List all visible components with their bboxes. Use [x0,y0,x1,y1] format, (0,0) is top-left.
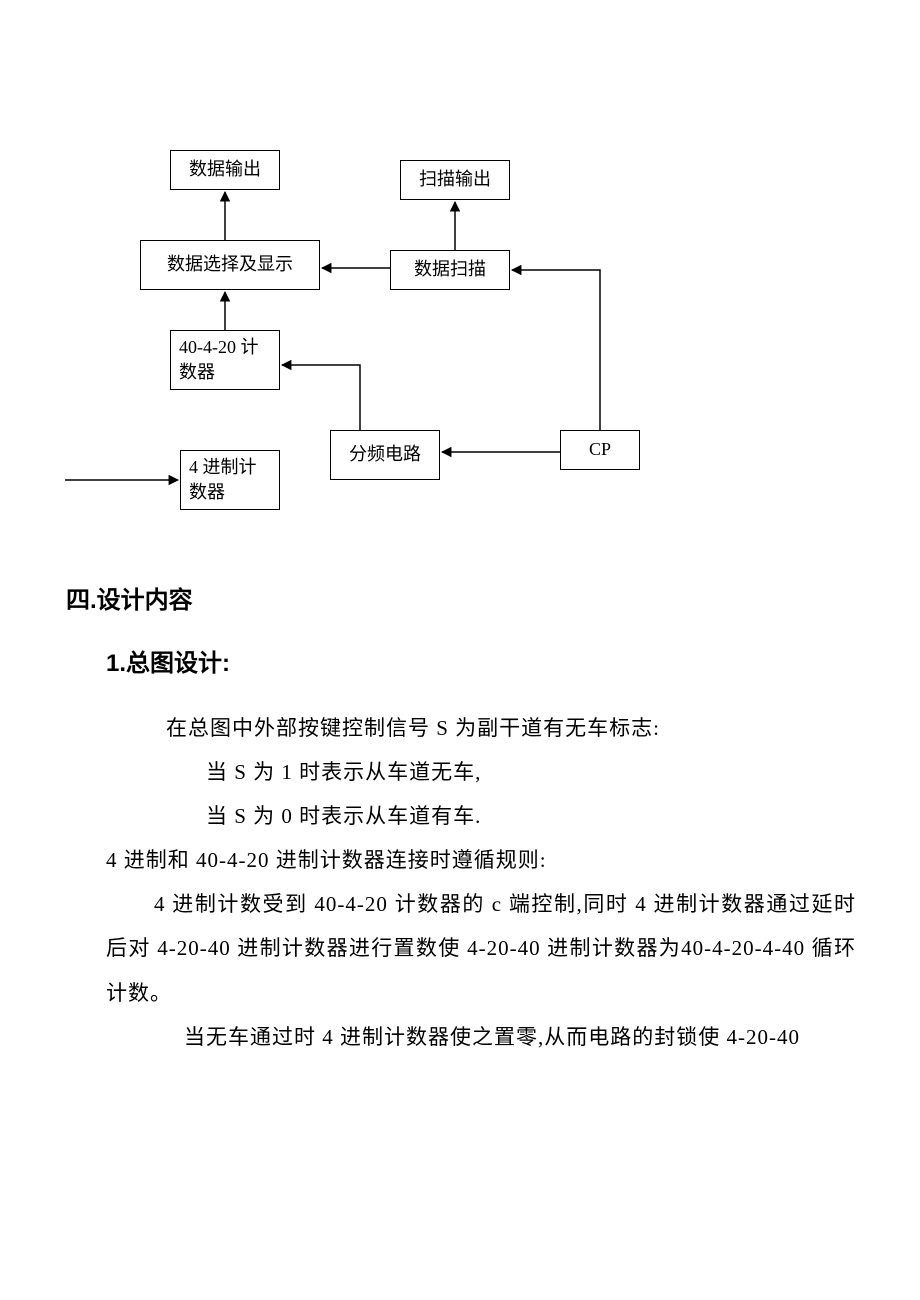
paragraph: 当 S 为 1 时表示从车道无车, [106,750,856,794]
node-label: 数据选择及显示 [167,252,293,277]
node-label: 40-4-20 计数器 [179,335,271,385]
node-data-sel: 数据选择及显示 [140,240,320,290]
node-label: 扫描输出 [419,167,491,192]
node-label: CP [589,437,611,462]
node-label: 数据扫描 [414,257,486,282]
node-label: 分频电路 [349,442,421,467]
node-freq-div: 分频电路 [330,430,440,480]
node-counter-40-4-20: 40-4-20 计数器 [170,330,280,390]
block-diagram: 数据输出 扫描输出 数据选择及显示 数据扫描 40-4-20 计数器 分频电路 … [70,140,670,560]
node-cp: CP [560,430,640,470]
subsection-heading: 1.总图设计: [106,643,856,678]
node-counter-4: 4 进制计数器 [180,450,280,510]
document-body: 四.设计内容 1.总图设计: 在总图中外部按键控制信号 S 为副干道有无车标志:… [66,580,856,1059]
paragraph: 当无车通过时 4 进制计数器使之置零,从而电路的封锁使 4-20-40 [106,1015,856,1059]
paragraph: 4 进制计数受到 40-4-20 计数器的 c 端控制,同时 4 进制计数器通过… [106,882,856,1014]
diagram-edges [70,140,670,560]
node-data-out: 数据输出 [170,150,280,190]
node-data-scan: 数据扫描 [390,250,510,290]
paragraph: 在总图中外部按键控制信号 S 为副干道有无车标志: [106,706,856,750]
paragraph: 4 进制和 40-4-20 进制计数器连接时遵循规则: [106,838,856,882]
node-label: 4 进制计数器 [189,455,271,505]
section-heading: 四.设计内容 [66,580,856,615]
node-label: 数据输出 [189,157,261,182]
node-scan-out: 扫描输出 [400,160,510,200]
paragraph: 当 S 为 0 时表示从车道有车. [106,794,856,838]
